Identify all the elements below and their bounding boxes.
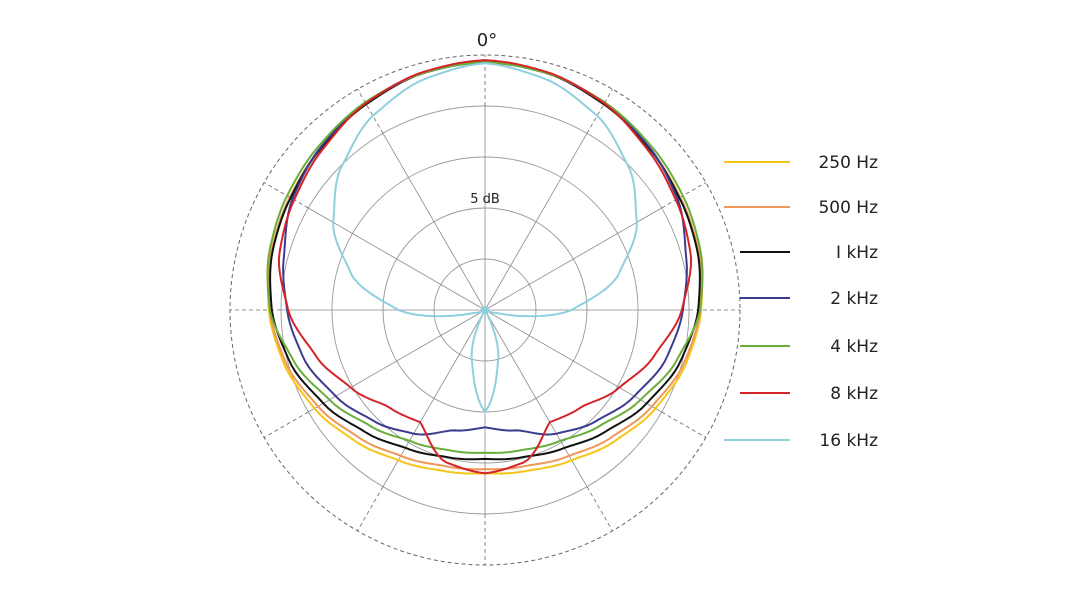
legend-label: 8 kHz xyxy=(830,384,878,404)
legend-label: 500 Hz xyxy=(818,198,878,218)
legend-label: I kHz xyxy=(836,243,878,263)
spoke-line-dashed xyxy=(586,88,613,134)
legend-item-8khz: 8 kHz xyxy=(722,381,902,405)
top-angle-label: 0° xyxy=(477,30,497,51)
legend-item-2khz: 2 kHz xyxy=(722,286,902,310)
series-line-2khz xyxy=(282,61,688,436)
polar-series xyxy=(266,59,704,475)
spoke-line xyxy=(484,133,588,311)
spoke-line xyxy=(382,133,486,311)
spoke-line xyxy=(484,207,662,311)
ring-label: 5 dB xyxy=(470,192,500,207)
legend-item-16khz: 16 kHz xyxy=(722,428,902,452)
spoke-line-dashed xyxy=(586,486,613,532)
legend-swatch xyxy=(724,206,790,208)
spoke-line xyxy=(484,309,662,413)
legend-label: 16 kHz xyxy=(819,431,878,451)
legend-item-250hz: 250 Hz xyxy=(722,150,902,174)
series-line-16khz xyxy=(332,62,638,413)
spoke-line-dashed xyxy=(661,411,707,438)
legend-swatch xyxy=(740,392,790,394)
spoke-line-dashed xyxy=(263,411,309,438)
legend-swatch xyxy=(740,297,790,299)
legend-label: 4 kHz xyxy=(830,337,878,357)
spoke-line xyxy=(308,309,486,413)
series-line-500hz xyxy=(267,61,703,471)
legend-item-4khz: 4 kHz xyxy=(722,334,902,358)
series-line-1khz xyxy=(269,61,701,461)
spoke-line xyxy=(308,207,486,311)
legend-swatch xyxy=(724,439,790,441)
legend-item-500hz: 500 Hz xyxy=(722,195,902,219)
legend-swatch xyxy=(724,161,790,163)
center-marker xyxy=(481,306,489,314)
legend-swatch xyxy=(740,345,790,347)
legend-label: 250 Hz xyxy=(818,153,878,173)
spoke-line xyxy=(484,309,588,487)
legend-item-1khz: I kHz xyxy=(722,240,902,264)
spoke-line-dashed xyxy=(357,88,384,134)
spoke-line xyxy=(382,309,486,487)
series-line-8khz xyxy=(277,59,693,475)
series-line-4khz xyxy=(266,61,704,454)
spoke-line-dashed xyxy=(357,486,384,532)
spoke-line-dashed xyxy=(263,182,309,209)
legend-label: 2 kHz xyxy=(830,289,878,309)
spoke-line-dashed xyxy=(661,182,707,209)
legend-swatch xyxy=(740,251,790,253)
